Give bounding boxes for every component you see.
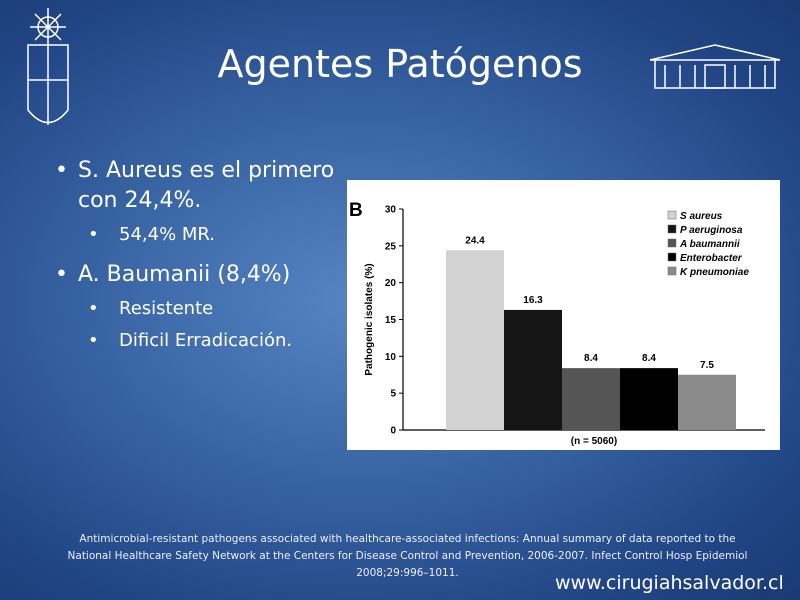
legend-label: P aeruginosa bbox=[680, 225, 743, 236]
y-tick-label: 25 bbox=[385, 241, 397, 252]
value-label: 7.5 bbox=[700, 360, 714, 371]
sub-bullet: • Resistente bbox=[55, 296, 345, 322]
sub-bullet-text: Dificil Erradicación. bbox=[119, 330, 293, 351]
legend-swatch bbox=[667, 238, 677, 248]
sub-bullet: • 54,4% MR. bbox=[55, 222, 345, 248]
legend-swatch bbox=[667, 210, 677, 220]
legend-label: S aureus bbox=[680, 211, 723, 222]
legend-label: K pneumoniae bbox=[680, 267, 749, 278]
bullet-text: S. Aureus es el primero con 24,4%. bbox=[78, 158, 335, 213]
bar bbox=[620, 368, 678, 430]
sub-bullet: • Dificil Erradicación. bbox=[55, 328, 345, 354]
sub-bullet-text: 54,4% MR. bbox=[119, 224, 216, 245]
y-tick-label: 10 bbox=[385, 352, 397, 363]
crest-logo bbox=[27, 8, 69, 125]
y-tick-label: 30 bbox=[385, 205, 397, 216]
citation: Antimicrobial-resistant pathogens associ… bbox=[67, 533, 748, 579]
value-label: 24.4 bbox=[465, 235, 485, 246]
value-label: 8.4 bbox=[584, 353, 598, 364]
sub-bullet-text: Resistente bbox=[119, 298, 214, 319]
bar bbox=[562, 368, 620, 430]
bar bbox=[678, 374, 736, 430]
y-axis-label: Pathogenic isolates (%) bbox=[364, 263, 375, 375]
legend-swatch bbox=[667, 224, 677, 234]
panel-label: B bbox=[349, 200, 363, 221]
value-label: 16.3 bbox=[523, 295, 543, 306]
bullet-list: • S. Aureus es el primero con 24,4%. • 5… bbox=[55, 156, 345, 354]
legend-label: Enterobacter bbox=[680, 253, 743, 264]
x-axis-label: (n = 5060) bbox=[571, 436, 617, 447]
legend-label: A baumannii bbox=[679, 239, 740, 250]
bullet-text: A. Baumanii (8,4%) bbox=[78, 262, 291, 287]
bar bbox=[446, 250, 504, 430]
y-tick-label: 0 bbox=[390, 426, 396, 437]
building-logo bbox=[649, 44, 781, 89]
bullet: • A. Baumanii (8,4%) bbox=[55, 260, 345, 290]
y-tick-label: 5 bbox=[390, 389, 396, 400]
y-tick-label: 15 bbox=[385, 315, 397, 326]
value-label: 8.4 bbox=[642, 353, 656, 364]
bar bbox=[504, 309, 562, 430]
legend-swatch bbox=[667, 266, 677, 276]
website: www.cirugiahsalvador.cl bbox=[555, 572, 784, 594]
bullet: • S. Aureus es el primero con 24,4%. bbox=[55, 156, 345, 216]
legend-swatch bbox=[667, 252, 677, 262]
y-tick-label: 20 bbox=[385, 278, 397, 289]
slide-title: Agentes Patógenos bbox=[217, 42, 583, 86]
